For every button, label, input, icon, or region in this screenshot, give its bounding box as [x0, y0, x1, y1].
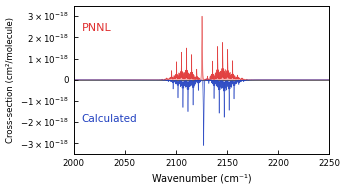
Y-axis label: Cross-section (cm²/molecule): Cross-section (cm²/molecule): [6, 17, 15, 143]
X-axis label: Wavenumber (cm⁻¹): Wavenumber (cm⁻¹): [152, 174, 251, 184]
Text: PNNL: PNNL: [82, 23, 111, 33]
Text: Calculated: Calculated: [82, 114, 137, 124]
